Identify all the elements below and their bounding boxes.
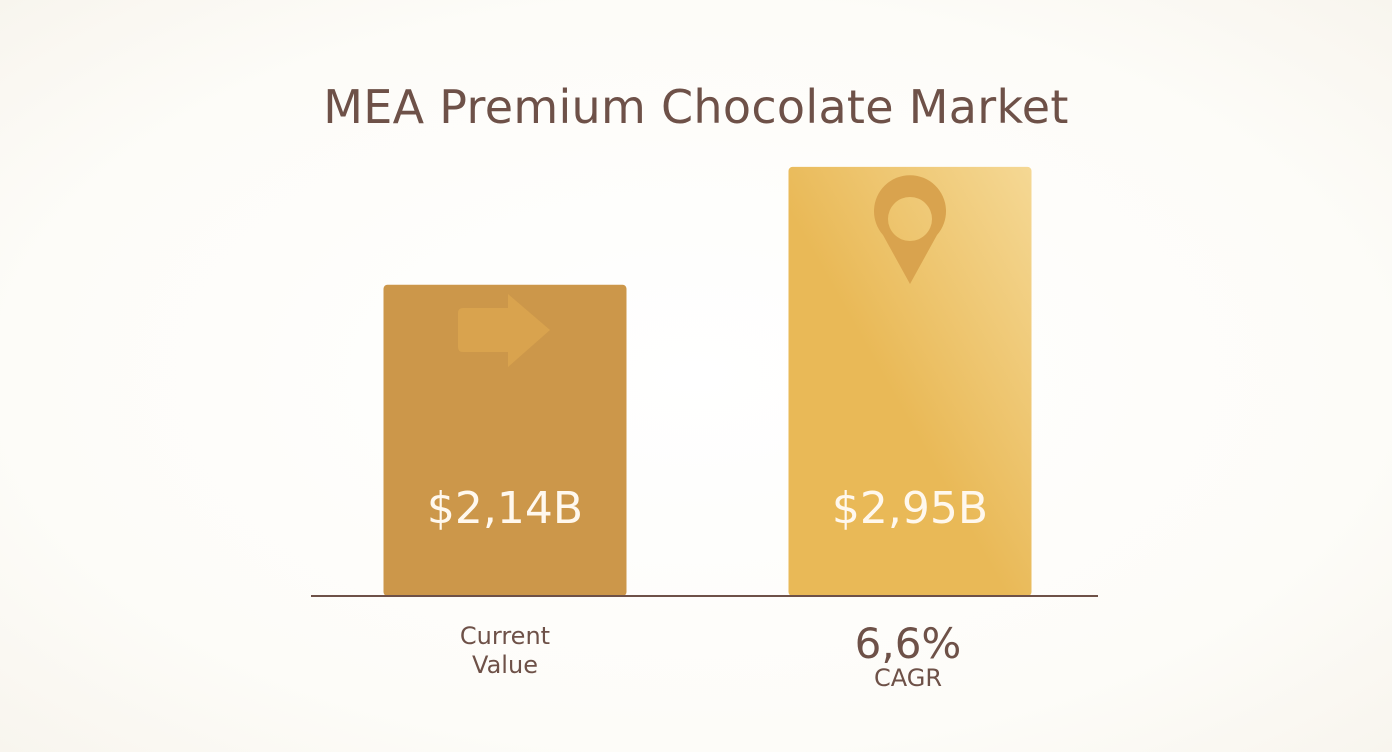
category-label-line-1: Current	[459, 622, 551, 650]
map-pin-icon	[874, 175, 947, 284]
right-arrow-icon	[458, 294, 550, 367]
bar-value-label-current: $2,14B	[427, 483, 583, 534]
bar-future-value	[788, 166, 1032, 596]
bar-value-label-future: $2,95B	[832, 483, 988, 534]
category-label-current: Current Value	[405, 622, 605, 680]
cagr-label: CAGR	[873, 664, 943, 692]
cagr-value: 6,6%	[854, 619, 962, 668]
chart-title: MEA Premium Chocolate Market	[323, 80, 1069, 134]
bar-current-value	[383, 284, 627, 596]
category-label-line-2: Value	[472, 651, 538, 679]
